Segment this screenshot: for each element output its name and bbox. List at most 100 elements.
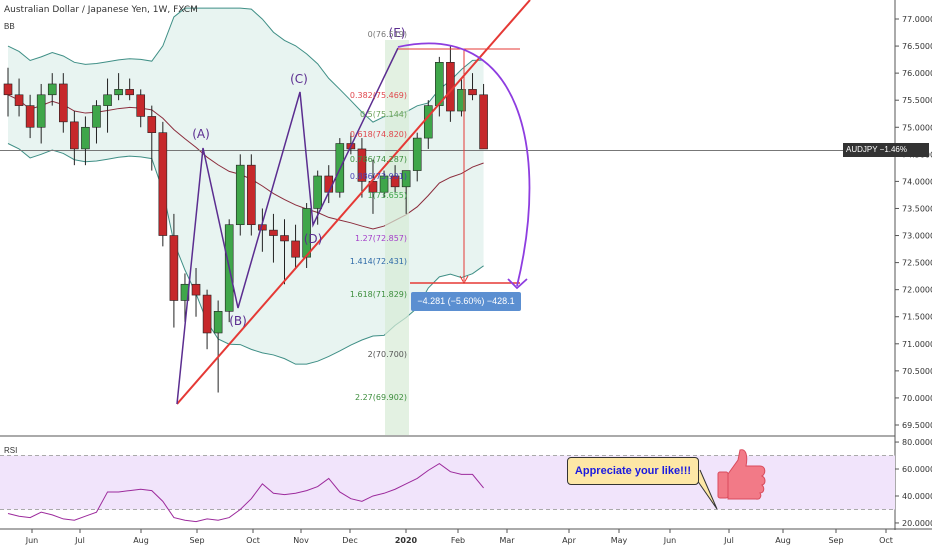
wave-path <box>176 47 399 405</box>
candle-body <box>3 83 13 96</box>
y-tick-label: 73.5000 <box>902 204 932 213</box>
appreciate-callout: Appreciate your like!!! <box>567 457 699 485</box>
candle-body <box>81 126 90 150</box>
candle-body <box>47 83 57 96</box>
candle-body <box>468 89 477 96</box>
candle-body <box>14 94 24 106</box>
x-tick-label: Dec <box>342 536 357 545</box>
measure-label: −4.281 (−5.60%) −428.1 <box>411 292 521 311</box>
rsi-tick-label: 20.0000 <box>902 519 932 528</box>
x-tick-label: Sep <box>828 536 843 545</box>
x-tick-label: Sep <box>189 536 204 545</box>
fib-level-label: 2.27(69.902) <box>355 393 407 402</box>
y-tick-label: 76.5000 <box>902 42 932 51</box>
x-tick-label: Jun <box>663 536 677 545</box>
candle-body <box>324 175 334 193</box>
x-tick-label: May <box>611 536 628 545</box>
wave-label: (C) <box>290 72 308 86</box>
current-price-tag: AUDJPY −1.46% 74.571 <box>843 143 929 168</box>
fib-level-label: 0.618(74.820) <box>350 130 407 139</box>
x-tick-label: Apr <box>562 536 577 545</box>
y-tick-label: 70.5000 <box>902 367 932 376</box>
x-tick-label: Feb <box>451 536 465 545</box>
candle-body <box>357 148 367 182</box>
y-tick-label: 77.0000 <box>902 15 932 24</box>
fib-level-label: 1.618(71.829) <box>350 290 407 299</box>
candle-body <box>291 240 300 258</box>
y-tick-label: 72.0000 <box>902 286 932 295</box>
x-tick-label: Jun <box>25 536 39 545</box>
candle-body <box>412 137 422 171</box>
fib-level-label: 0.382(75.469) <box>350 91 407 100</box>
x-tick-label: Aug <box>133 536 149 545</box>
x-tick-label: Nov <box>293 536 309 545</box>
candle-body <box>479 94 488 150</box>
candle-body <box>58 83 68 123</box>
candle-body <box>202 294 212 334</box>
candle-body <box>435 62 444 106</box>
wave-label: (D) <box>304 232 323 246</box>
x-tick-label: Jul <box>723 536 734 545</box>
candle-body <box>125 89 134 96</box>
fib-zone <box>385 40 409 435</box>
y-tick-label: 72.5000 <box>902 259 932 268</box>
candle-body <box>191 283 201 296</box>
candle-body <box>401 170 411 188</box>
rsi-tick-label: 60.0000 <box>902 465 932 474</box>
fib-level-label: 1.414(72.431) <box>350 257 407 266</box>
x-tick-label: Jul <box>74 536 85 545</box>
x-tick-label: Oct <box>879 536 893 545</box>
y-tick-label: 73.0000 <box>902 232 932 241</box>
candle-body <box>280 235 289 242</box>
fib-level-label: 1(73.655) <box>368 191 407 200</box>
fib-level-label: 1.27(72.857) <box>355 234 407 243</box>
fib-level-label: 0.786(74.287) <box>350 155 407 164</box>
candle-body <box>169 235 179 301</box>
candle-body <box>147 116 157 133</box>
wave-label: (B) <box>229 314 247 328</box>
candle-body <box>269 229 278 236</box>
y-tick-label: 75.5000 <box>902 96 932 105</box>
bollinger-fill <box>8 8 484 365</box>
x-tick-label: 2020 <box>395 536 418 545</box>
y-tick-label: 74.0000 <box>902 177 932 186</box>
candle-body <box>368 181 378 193</box>
candle-body <box>213 311 223 334</box>
candle-body <box>390 175 400 188</box>
candle-body <box>114 89 123 96</box>
thumb-hand <box>727 449 766 500</box>
y-tick-label: 76.0000 <box>902 69 932 78</box>
trend-line <box>176 0 531 405</box>
candle-body <box>313 175 322 209</box>
candle-body <box>70 121 79 150</box>
rsi-tick-label: 80.0000 <box>902 438 932 447</box>
y-tick-label: 70.0000 <box>902 394 932 403</box>
candle-body <box>158 132 168 236</box>
candle-body <box>92 105 101 128</box>
fib-level-label: 2(70.700) <box>368 350 407 359</box>
wave-label: (E) <box>389 26 406 40</box>
thumbs-up-icon <box>717 449 766 500</box>
candle-body <box>302 208 311 258</box>
projection-arrowhead <box>507 278 528 290</box>
candle-body <box>379 175 389 193</box>
candle-body <box>36 94 46 128</box>
indicator-label-bb: BB <box>4 22 15 31</box>
y-tick-label: 69.5000 <box>902 421 932 430</box>
thumb-cuff <box>717 471 729 499</box>
candle-body <box>235 164 245 226</box>
x-tick-label: Mar <box>499 536 515 545</box>
rsi-line <box>7 463 484 523</box>
indicator-label-rsi: RSI <box>4 446 18 455</box>
y-tick-label: 75.0000 <box>902 123 932 132</box>
fib-level-label: 0(76.519) <box>368 30 407 39</box>
x-tick-label: Aug <box>775 536 791 545</box>
wave-label: (A) <box>192 127 210 141</box>
y-tick-label: 71.5000 <box>902 313 932 322</box>
candle-body <box>247 164 256 226</box>
target-arrowhead <box>459 275 469 285</box>
candle-body <box>25 105 35 128</box>
candle-body <box>423 105 433 139</box>
